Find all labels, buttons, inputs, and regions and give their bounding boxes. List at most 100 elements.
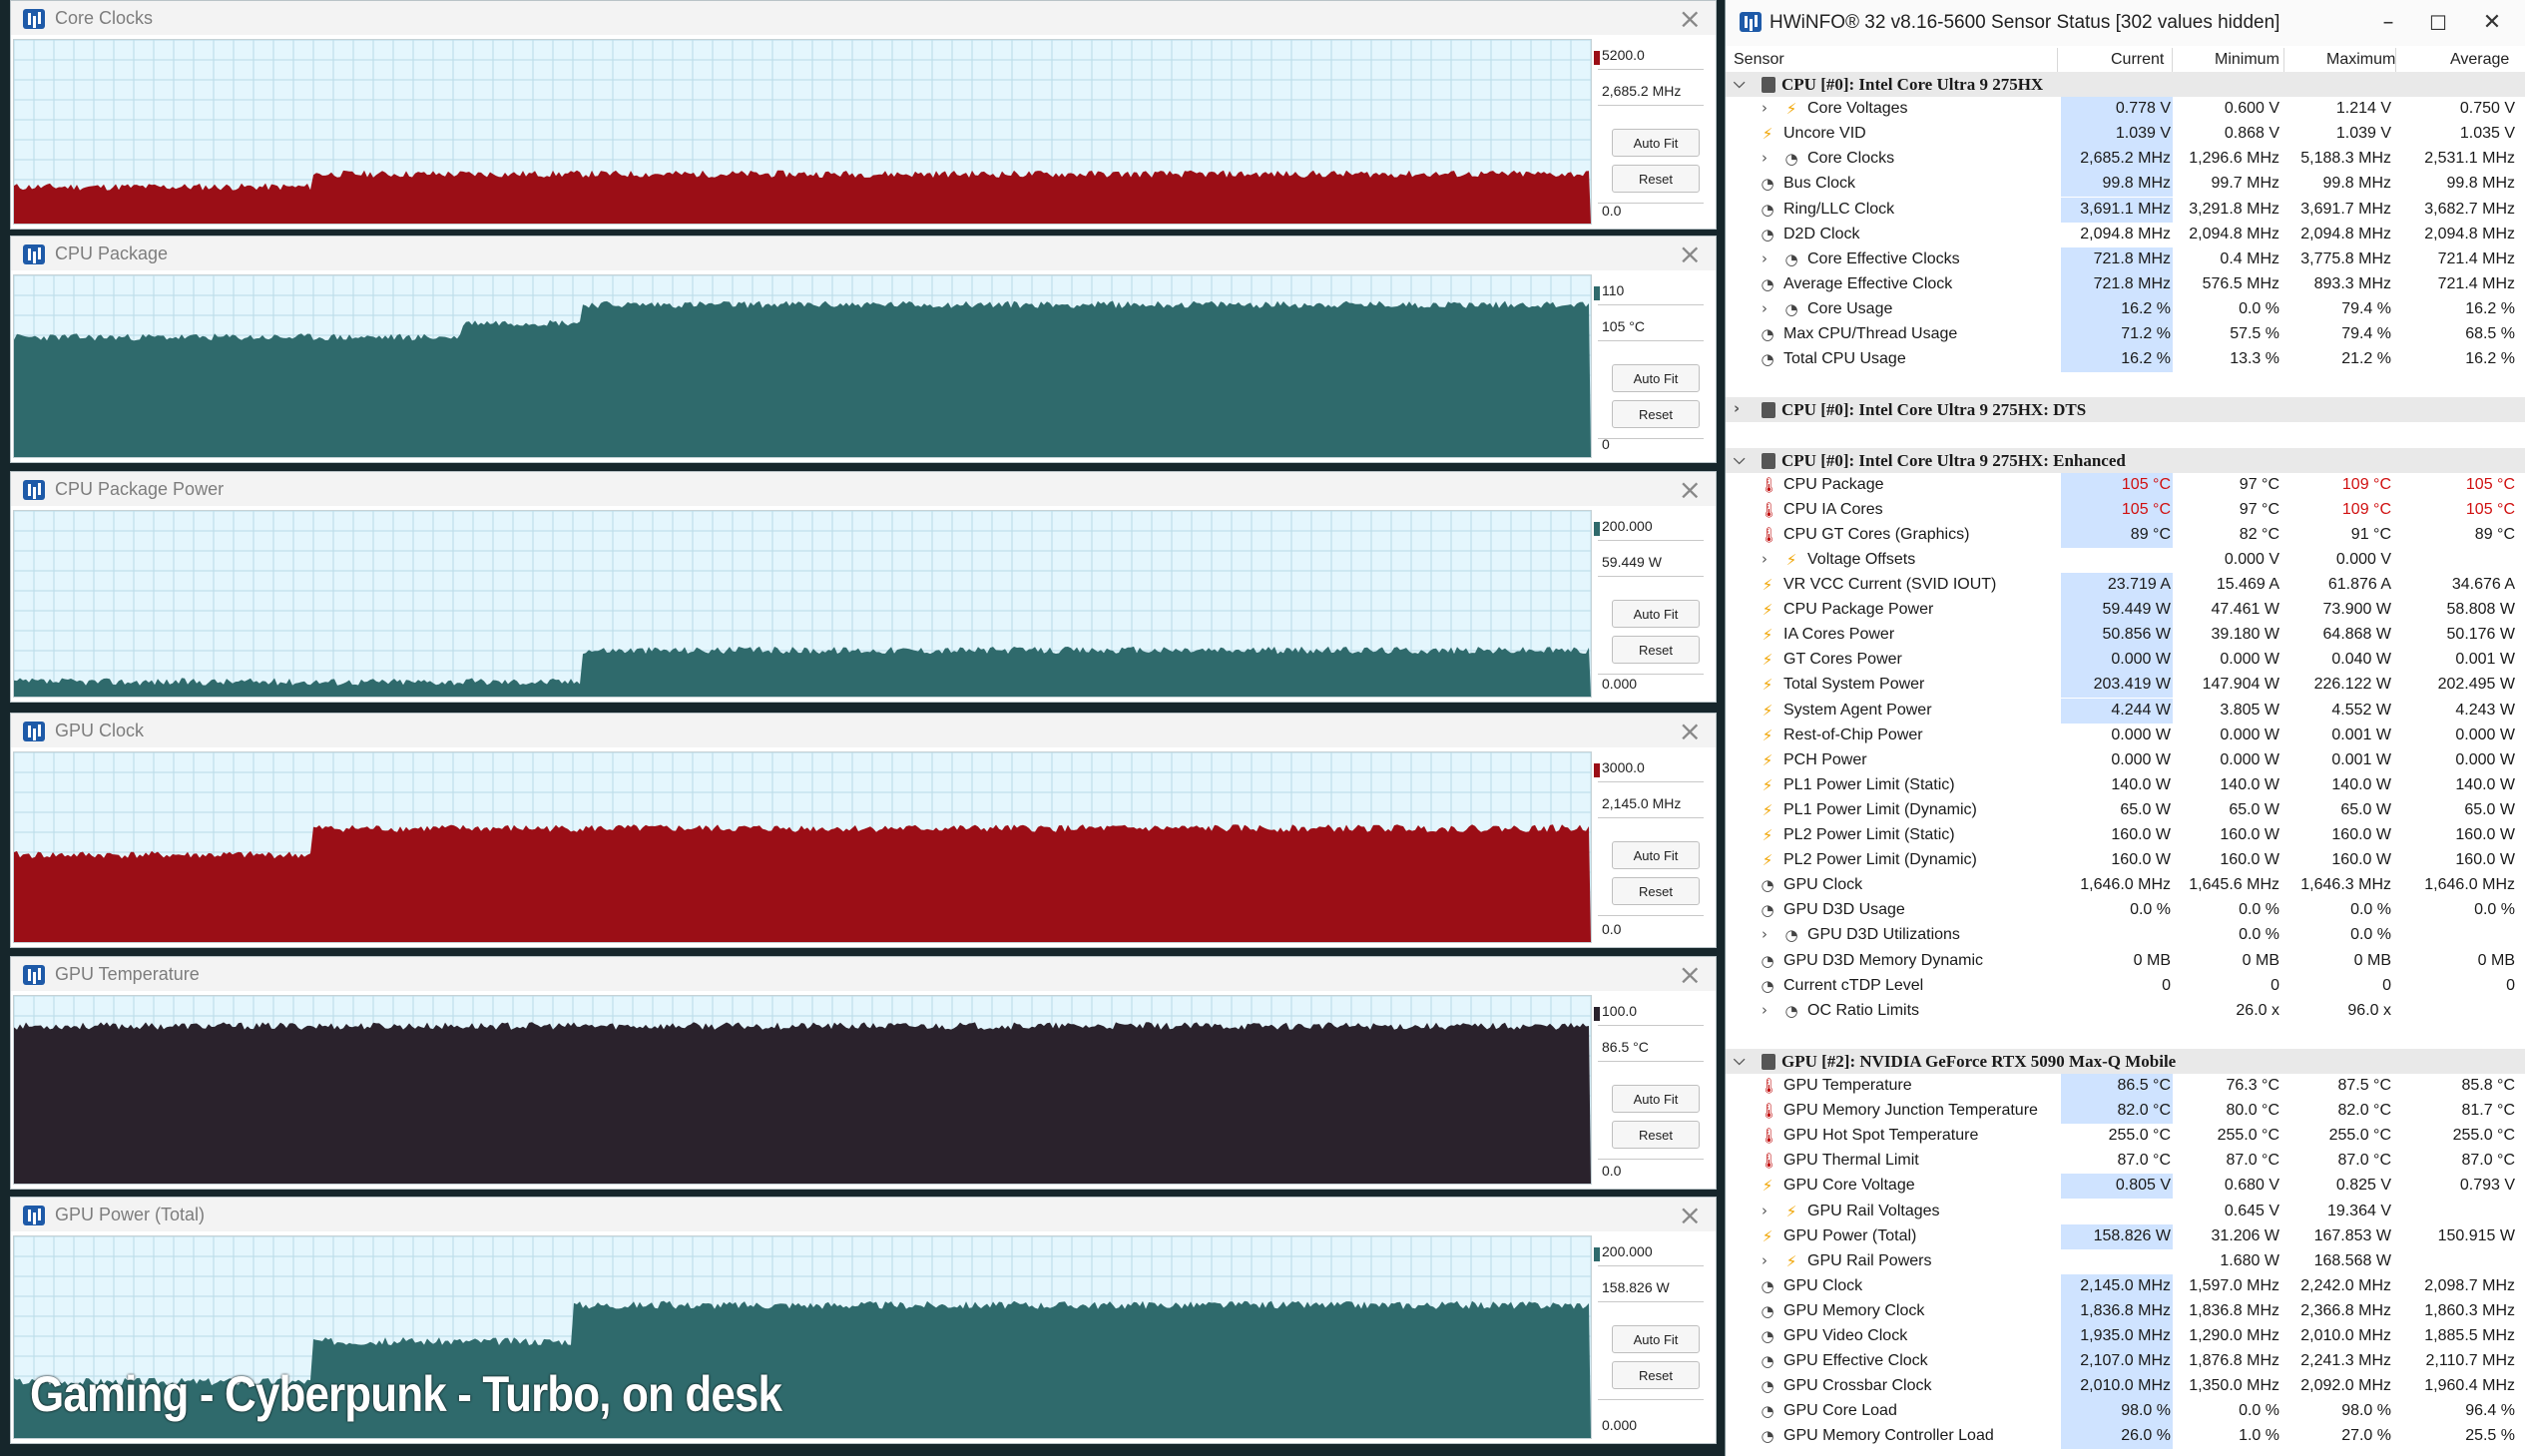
sensor-row[interactable]: ◔ Average Effective Clock 721.8 MHz 576.5 M…: [1726, 271, 2525, 297]
sensor-row[interactable]: ⚡ PCH Power 0.000 W 0.000 W 0.001 W 0.000 W: [1726, 748, 2525, 773]
sensor-row[interactable]: ⚡ Rest-of-Chip Power 0.000 W 0.000 W 0.001 W…: [1726, 724, 2525, 748]
sensor-row[interactable]: ◔ GPU D3D Memory Dynamic 0 MB 0 MB 0 MB 0 MB: [1726, 949, 2525, 974]
reset-button[interactable]: Reset: [1612, 165, 1700, 193]
sensor-row[interactable]: ◔ GPU Clock 1,646.0 MHz 1,645.6 MHz 1,646.3 …: [1726, 873, 2525, 898]
sensor-row[interactable]: › ⚡ GPU Rail Powers 1.680 W 168.568 W: [1726, 1249, 2525, 1274]
column-header-maximum[interactable]: Maximum: [2326, 51, 2396, 68]
auto-fit-button[interactable]: Auto Fit: [1612, 1325, 1700, 1353]
reset-button[interactable]: Reset: [1612, 636, 1700, 664]
sensor-row[interactable]: ◔ GPU Memory Controller Load 26.0 % 1.0 % 27…: [1726, 1424, 2525, 1450]
sensor-row[interactable]: › ◔ GPU D3D Utilizations 0.0 % 0.0 %: [1726, 923, 2525, 948]
sensor-row[interactable]: ◔ Total CPU Usage 16.2 % 13.3 % 21.2 % 16.2 %: [1726, 347, 2525, 373]
sensor-row[interactable]: ⚡ Uncore VID 1.039 V 0.868 V 1.039 V 1.035 V: [1726, 122, 2525, 148]
column-header-minimum[interactable]: Minimum: [2215, 51, 2279, 68]
graph-titlebar[interactable]: CPU Package ×: [11, 237, 1716, 270]
reset-button[interactable]: Reset: [1612, 400, 1700, 428]
close-icon[interactable]: ×: [1678, 473, 1702, 506]
sensor-row[interactable]: ⚡ PL1 Power Limit (Static) 140.0 W 140.0 W 1…: [1726, 773, 2525, 798]
graph-titlebar[interactable]: Core Clocks ×: [11, 1, 1716, 35]
column-header-average[interactable]: Average: [2450, 51, 2510, 68]
graph-current-value: 2,685.2 MHz: [1602, 83, 1682, 99]
auto-fit-button[interactable]: Auto Fit: [1612, 1085, 1700, 1113]
auto-fit-button[interactable]: Auto Fit: [1612, 841, 1700, 869]
column-header-current[interactable]: Current: [2111, 51, 2165, 68]
sensor-row[interactable]: ⚡ GT Cores Power 0.000 W 0.000 W 0.040 W 0.00…: [1726, 648, 2525, 674]
sensor-group-row[interactable]: ⌵ GPU [#2]: NVIDIA GeForce RTX 5090 Max-Q…: [1726, 1048, 2525, 1074]
sensor-row[interactable]: ◔ GPU Crossbar Clock 2,010.0 MHz 1,350.0 MH…: [1726, 1374, 2525, 1400]
chevron-right-icon[interactable]: ›: [1762, 549, 1768, 568]
graph-titlebar[interactable]: GPU Clock ×: [11, 714, 1716, 747]
sensor-row[interactable]: ⚡ System Agent Power 4.244 W 3.805 W 4.552 W…: [1726, 698, 2525, 724]
graph-titlebar[interactable]: GPU Temperature ×: [11, 957, 1716, 991]
sensor-row[interactable]: ◔ Bus Clock 99.8 MHz 99.7 MHz 99.8 MHz 99.8 M…: [1726, 172, 2525, 198]
chevron-right-icon[interactable]: ›: [1762, 1250, 1768, 1269]
chevron-down-icon[interactable]: ⌵: [1734, 449, 1746, 468]
sensor-row[interactable]: ⚡ IA Cores Power 50.856 W 39.180 W 64.868 W 5…: [1726, 623, 2525, 649]
close-icon[interactable]: ×: [1678, 958, 1702, 991]
sensor-row[interactable]: 🌡︎ CPU IA Cores 105 °C 97 °C 109 °C 105 °C: [1726, 497, 2525, 523]
sensor-row[interactable]: ◔ GPU D3D Usage 0.0 % 0.0 % 0.0 % 0.0 %: [1726, 898, 2525, 923]
close-icon[interactable]: ✕: [2482, 10, 2502, 35]
sensor-row[interactable]: ◔ GPU Effective Clock 2,107.0 MHz 1,876.8 M…: [1726, 1349, 2525, 1375]
sensor-group-row[interactable]: ⌵ CPU [#0]: Intel Core Ultra 9 275HX: [1726, 72, 2525, 97]
sensor-row[interactable]: ⚡ Total System Power 203.419 W 147.904 W 226…: [1726, 673, 2525, 699]
sensor-group-row[interactable]: › CPU [#0]: Intel Core Ultra 9 275HX: DTS: [1726, 397, 2525, 423]
sensor-row[interactable]: 🌡︎ GPU Temperature 86.5 °C 76.3 °C 87.5 °C 85…: [1726, 1074, 2525, 1099]
graph-titlebar[interactable]: GPU Power (Total) ×: [11, 1198, 1716, 1231]
sensor-row[interactable]: ◔ Ring/LLC Clock 3,691.1 MHz 3,291.8 MHz 3,6…: [1726, 197, 2525, 223]
sensor-group-row[interactable]: ⌵ CPU [#0]: Intel Core Ultra 9 275HX: Enh…: [1726, 447, 2525, 473]
chevron-right-icon[interactable]: ›: [1762, 1000, 1768, 1019]
minimize-icon[interactable]: –: [2382, 10, 2394, 35]
sensor-row[interactable]: ⚡ CPU Package Power 59.449 W 47.461 W 73.900…: [1726, 598, 2525, 624]
sensor-row[interactable]: ⚡ PL1 Power Limit (Dynamic) 65.0 W 65.0 W 65…: [1726, 798, 2525, 823]
reset-button[interactable]: Reset: [1612, 1361, 1700, 1389]
sensor-row[interactable]: › ⚡ Voltage Offsets 0.000 V 0.000 V: [1726, 548, 2525, 573]
chevron-right-icon[interactable]: ›: [1762, 298, 1768, 317]
sensor-row[interactable]: ◔ GPU Clock 2,145.0 MHz 1,597.0 MHz 2,242.0 …: [1726, 1273, 2525, 1299]
chevron-down-icon[interactable]: ⌵: [1734, 74, 1746, 92]
chevron-right-icon[interactable]: ›: [1762, 248, 1768, 267]
sensor-row[interactable]: › ◔ Core Effective Clocks 721.8 MHz 0.4 MHz 3…: [1726, 246, 2525, 272]
sensor-row[interactable]: ◔ Max CPU/Thread Usage 71.2 % 57.5 % 79.4 % 6…: [1726, 322, 2525, 347]
sensor-row[interactable]: 🌡︎ CPU Package 105 °C 97 °C 109 °C 105 °C: [1726, 472, 2525, 498]
sensor-row[interactable]: ⚡ PL2 Power Limit (Dynamic) 160.0 W 160.0 W…: [1726, 848, 2525, 873]
graph-titlebar[interactable]: CPU Package Power ×: [11, 472, 1716, 506]
close-icon[interactable]: ×: [1678, 2, 1702, 35]
sensor-row[interactable]: ⚡ GPU Power (Total) 158.826 W 31.206 W 167.8…: [1726, 1223, 2525, 1249]
sensor-window-titlebar[interactable]: HWiNFO® 32 v8.16-5600 Sensor Status [302…: [1726, 0, 2525, 46]
chevron-right-icon[interactable]: ›: [1762, 99, 1768, 118]
close-icon[interactable]: ×: [1678, 238, 1702, 270]
sensor-row[interactable]: 🌡︎ GPU Hot Spot Temperature 255.0 °C 255.0 …: [1726, 1124, 2525, 1149]
chevron-right-icon[interactable]: ›: [1762, 925, 1768, 944]
chevron-right-icon[interactable]: ›: [1734, 399, 1741, 418]
sensor-row[interactable]: ⚡ VR VCC Current (SVID IOUT) 23.719 A 15.46…: [1726, 573, 2525, 598]
chevron-right-icon[interactable]: ›: [1762, 1201, 1768, 1219]
sensor-row[interactable]: ◔ GPU Core Load 98.0 % 0.0 % 98.0 % 96.4 %: [1726, 1399, 2525, 1425]
maximize-icon[interactable]: ☐: [2429, 11, 2447, 35]
auto-fit-button[interactable]: Auto Fit: [1612, 364, 1700, 392]
reset-button[interactable]: Reset: [1612, 1121, 1700, 1149]
sensor-row[interactable]: › ◔ Core Usage 16.2 % 0.0 % 79.4 % 16.2 %: [1726, 296, 2525, 322]
sensor-row[interactable]: 🌡︎ CPU GT Cores (Graphics) 89 °C 82 °C 91 °C…: [1726, 522, 2525, 548]
sensor-row[interactable]: ◔ GPU Memory Clock 1,836.8 MHz 1,836.8 MHz 2…: [1726, 1298, 2525, 1324]
sensor-row[interactable]: ◔ Current cTDP Level 0 0 0 0: [1726, 974, 2525, 999]
sensor-row[interactable]: ◔ GPU Video Clock 1,935.0 MHz 1,290.0 MHz 2,…: [1726, 1324, 2525, 1349]
column-header-sensor[interactable]: Sensor: [1734, 51, 1784, 68]
chevron-right-icon[interactable]: ›: [1762, 149, 1768, 168]
sensor-row[interactable]: › ◔ Core Clocks 2,685.2 MHz 1,296.6 MHz 5,188…: [1726, 147, 2525, 173]
close-icon[interactable]: ×: [1678, 715, 1702, 747]
sensor-row[interactable]: 🌡︎ GPU Thermal Limit 87.0 °C 87.0 °C 87.0 °C…: [1726, 1149, 2525, 1174]
sensor-row[interactable]: ⚡ GPU Core Voltage 0.805 V 0.680 V 0.825 V 0.…: [1726, 1174, 2525, 1200]
sensor-row[interactable]: › ⚡ GPU Rail Voltages 0.645 V 19.364 V: [1726, 1200, 2525, 1224]
reset-button[interactable]: Reset: [1612, 877, 1700, 905]
auto-fit-button[interactable]: Auto Fit: [1612, 129, 1700, 157]
chevron-down-icon[interactable]: ⌵: [1734, 1050, 1746, 1069]
sensor-row[interactable]: 🌡︎ GPU Memory Junction Temperature 82.0 °C…: [1726, 1099, 2525, 1125]
sensor-row[interactable]: ◔ D2D Clock 2,094.8 MHz 2,094.8 MHz 2,094.8 …: [1726, 223, 2525, 247]
sensor-row[interactable]: › ⚡ Core Voltages 0.778 V 0.600 V 1.214 V 0.75…: [1726, 97, 2525, 123]
close-icon[interactable]: ×: [1678, 1199, 1702, 1231]
minimum-value: 47.461 W: [2211, 601, 2279, 619]
sensor-row[interactable]: ⚡ PL2 Power Limit (Static) 160.0 W 160.0 W 1…: [1726, 823, 2525, 848]
auto-fit-button[interactable]: Auto Fit: [1612, 600, 1700, 628]
sensor-row[interactable]: › ◔ OC Ratio Limits 26.0 x 96.0 x: [1726, 999, 2525, 1024]
